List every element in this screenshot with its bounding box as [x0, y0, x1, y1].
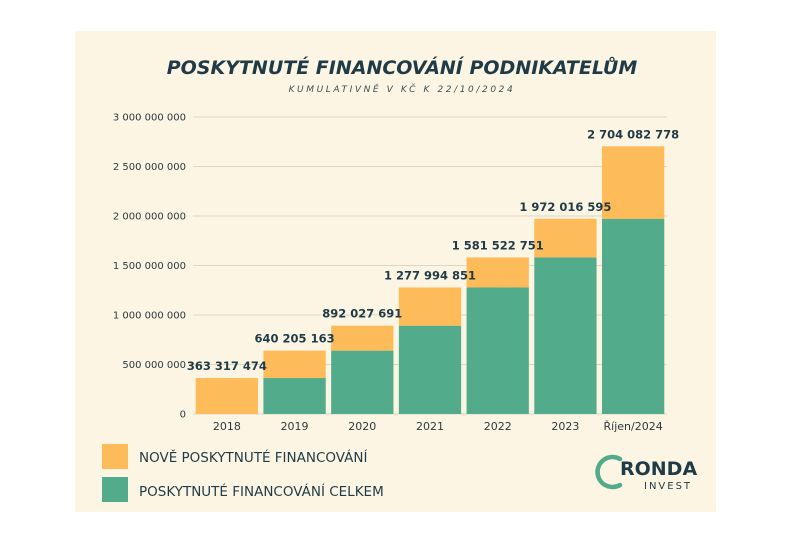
- bar-new-financing: [331, 325, 394, 351]
- y-tick-label: 3 000 000 000: [113, 113, 186, 124]
- legend-swatch-total: [102, 477, 128, 502]
- chart-subtitle: KUMULATIVNĚ V KČ K 22/10/2024: [289, 83, 516, 95]
- y-tick-label: 1 000 000 000: [113, 311, 186, 322]
- logo-name: RONDA: [620, 458, 697, 480]
- logo-ring-icon: [595, 454, 623, 490]
- bar-new-financing: [398, 287, 462, 326]
- bar-new-financing: [466, 257, 529, 288]
- legend-label-total: POSKYTNUTÉ FINANCOVÁNÍ CELKEM: [139, 483, 384, 500]
- x-axis-ticks: 2018 2019 2020 2021 2022 2023 Říjen/2024: [213, 420, 663, 433]
- bar-new-financing: [195, 378, 259, 414]
- bar-total-label: 2 704 082 778: [587, 127, 679, 141]
- bar-total-label: 640 205 163: [255, 332, 335, 346]
- legend-label-new: NOVĚ POSKYTNUTÉ FINANCOVÁNÍ: [139, 449, 367, 466]
- legend: NOVĚ POSKYTNUTÉ FINANCOVÁNÍ POSKYTNUTÉ F…: [102, 444, 384, 502]
- x-tick-label: 2021: [416, 420, 444, 433]
- y-axis-ticks: 0 500 000 000 1 000 000 000 1 500 000 000 2 …: [113, 113, 186, 421]
- y-tick-label: 500 000 000: [122, 360, 186, 371]
- bar-total-label: 1 277 994 851: [384, 268, 476, 282]
- bar-total-label: 363 317 474: [187, 359, 267, 373]
- chart-title: POSKYTNUTÉ FINANCOVÁNÍ PODNIKATELŮM: [167, 55, 638, 79]
- y-tick-label: 2 000 000 000: [113, 212, 186, 223]
- bars: [195, 146, 665, 414]
- x-tick-label: Říjen/2024: [604, 420, 663, 433]
- bar-total-financing: [331, 350, 394, 414]
- bar-total-financing: [466, 287, 529, 414]
- logo-subtitle: INVEST: [644, 481, 692, 492]
- data-labels: 363 317 474 640 205 163 892 027 691 1 277 9…: [187, 127, 679, 373]
- ronda-invest-logo: RONDA INVEST: [595, 454, 697, 492]
- bar-new-financing: [263, 350, 326, 379]
- chart-card: POSKYTNUTÉ FINANCOVÁNÍ PODNIKATELŮM KUMU…: [75, 31, 716, 512]
- x-tick-label: 2020: [348, 420, 376, 433]
- y-tick-label: 2 500 000 000: [113, 162, 186, 173]
- y-tick-label: 0: [180, 410, 186, 421]
- bar-new-financing: [601, 146, 665, 219]
- bar-total-financing: [601, 218, 665, 414]
- chart: POSKYTNUTÉ FINANCOVÁNÍ PODNIKATELŮM KUMU…: [102, 55, 697, 502]
- legend-swatch-new: [102, 444, 128, 469]
- bar-total-label: 892 027 691: [322, 307, 402, 321]
- bar-total-financing: [398, 325, 462, 414]
- bar-total-financing: [534, 257, 597, 414]
- bar-total-financing: [263, 378, 326, 414]
- y-tick-label: 1 500 000 000: [113, 261, 186, 272]
- x-tick-label: 2023: [551, 420, 579, 433]
- bar-total-label: 1 972 016 595: [519, 200, 611, 214]
- x-tick-label: 2022: [484, 420, 512, 433]
- bar-total-label: 1 581 522 751: [452, 238, 544, 252]
- x-tick-label: 2019: [281, 420, 309, 433]
- x-tick-label: 2018: [213, 420, 241, 433]
- bar-new-financing: [534, 218, 597, 258]
